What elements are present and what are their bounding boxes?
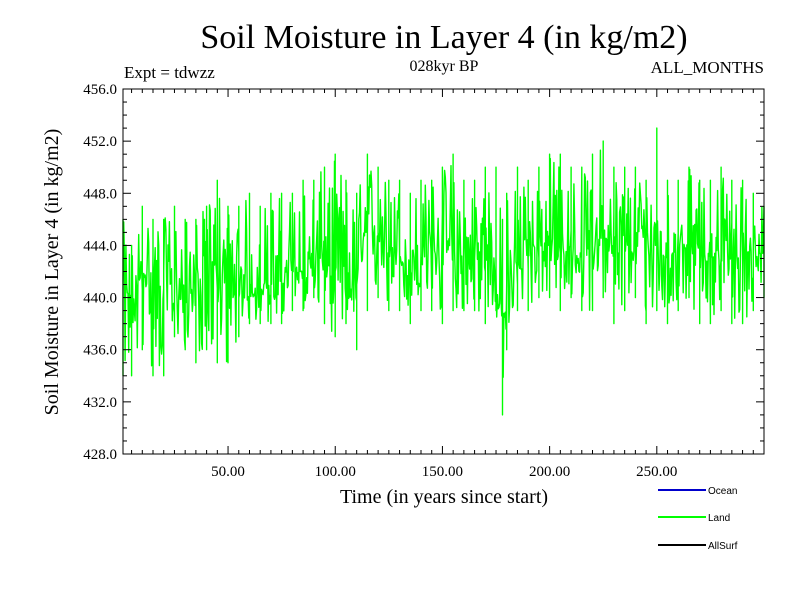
x-tick-label: 200.00 bbox=[529, 464, 570, 480]
series-line-land bbox=[122, 127, 765, 416]
y-tick-label: 432.0 bbox=[83, 395, 117, 411]
y-tick-label: 436.0 bbox=[83, 343, 117, 359]
y-tick-label: 448.0 bbox=[83, 186, 117, 202]
x-axis-label: Time (in years since start) bbox=[340, 486, 548, 508]
legend-label-ocean: Ocean bbox=[708, 486, 737, 497]
x-tick-label: 250.00 bbox=[636, 464, 677, 480]
legend: Ocean Land AllSurf bbox=[658, 486, 738, 552]
x-tick-label: 50.00 bbox=[211, 464, 245, 480]
chart-title: Soil Moisture in Layer 4 (in kg/m2) bbox=[200, 19, 687, 56]
y-axis: 428.0 432.0 436.0 440.0 444.0 448.0 452.0 456.0 bbox=[83, 82, 764, 463]
legend-label-allsurf: AllSurf bbox=[708, 541, 738, 552]
y-tick-label: 428.0 bbox=[83, 447, 117, 463]
x-axis: 50.00 100.00 150.00 200.00 250.00 bbox=[131, 89, 754, 480]
y-tick-label: 452.0 bbox=[83, 134, 117, 150]
legend-label-land: Land bbox=[708, 513, 730, 524]
y-tick-label: 440.0 bbox=[83, 291, 117, 307]
period-label: 028kyr BP bbox=[410, 58, 479, 75]
y-tick-label: 444.0 bbox=[83, 238, 117, 254]
y-tick-label: 456.0 bbox=[83, 82, 117, 98]
x-tick-label: 100.00 bbox=[315, 464, 356, 480]
plot-area bbox=[122, 88, 765, 455]
y-axis-label: Soil Moisture in Layer 4 (in kg/m2) bbox=[41, 129, 63, 416]
months-label: ALL_MONTHS bbox=[651, 58, 764, 77]
x-tick-label: 150.00 bbox=[422, 464, 463, 480]
experiment-label: Expt = tdwzz bbox=[124, 63, 215, 82]
